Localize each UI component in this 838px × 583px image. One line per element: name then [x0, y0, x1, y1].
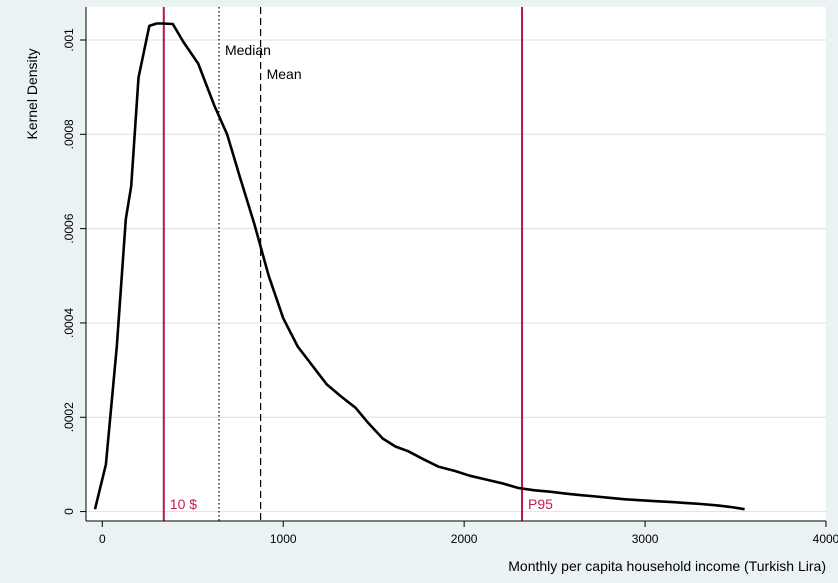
- x-tick-label: 4000: [813, 532, 838, 546]
- y-axis-label: Kernel Density: [24, 48, 40, 139]
- x-tick-label: 3000: [632, 532, 659, 546]
- x-tick-label: 0: [99, 532, 106, 546]
- x-axis-ticks: 0 1000 2000 3000 4000: [99, 521, 838, 546]
- gridlines: [86, 39, 826, 513]
- reference-line-label: Mean: [267, 66, 302, 82]
- axes: [85, 7, 826, 522]
- y-tick-label: .001: [62, 28, 76, 52]
- reference-line-label: Median: [225, 42, 271, 58]
- density-curve: [93, 22, 745, 511]
- reference-line-label: 10 $: [170, 496, 197, 512]
- y-tick-label: .0004: [62, 308, 76, 338]
- plot-area-group: [86, 7, 826, 521]
- y-tick-label: 0: [62, 508, 76, 515]
- y-tick-label: .0006: [62, 213, 76, 243]
- reference-lines: [162, 7, 524, 521]
- x-tick-label: 1000: [270, 532, 297, 546]
- x-axis-label: Monthly per capita household income (Tur…: [508, 558, 826, 574]
- y-tick-label: .0008: [62, 119, 76, 149]
- plot-area: [86, 7, 826, 521]
- reference-line-label: P95: [528, 496, 553, 512]
- x-tick-label: 2000: [451, 532, 478, 546]
- reference-line-labels: 10 $ Median Mean P95: [170, 42, 553, 512]
- y-tick-label: .0002: [62, 402, 76, 432]
- y-axis-ticks: 0 .0002 .0004 .0006 .0008 .001: [62, 28, 86, 515]
